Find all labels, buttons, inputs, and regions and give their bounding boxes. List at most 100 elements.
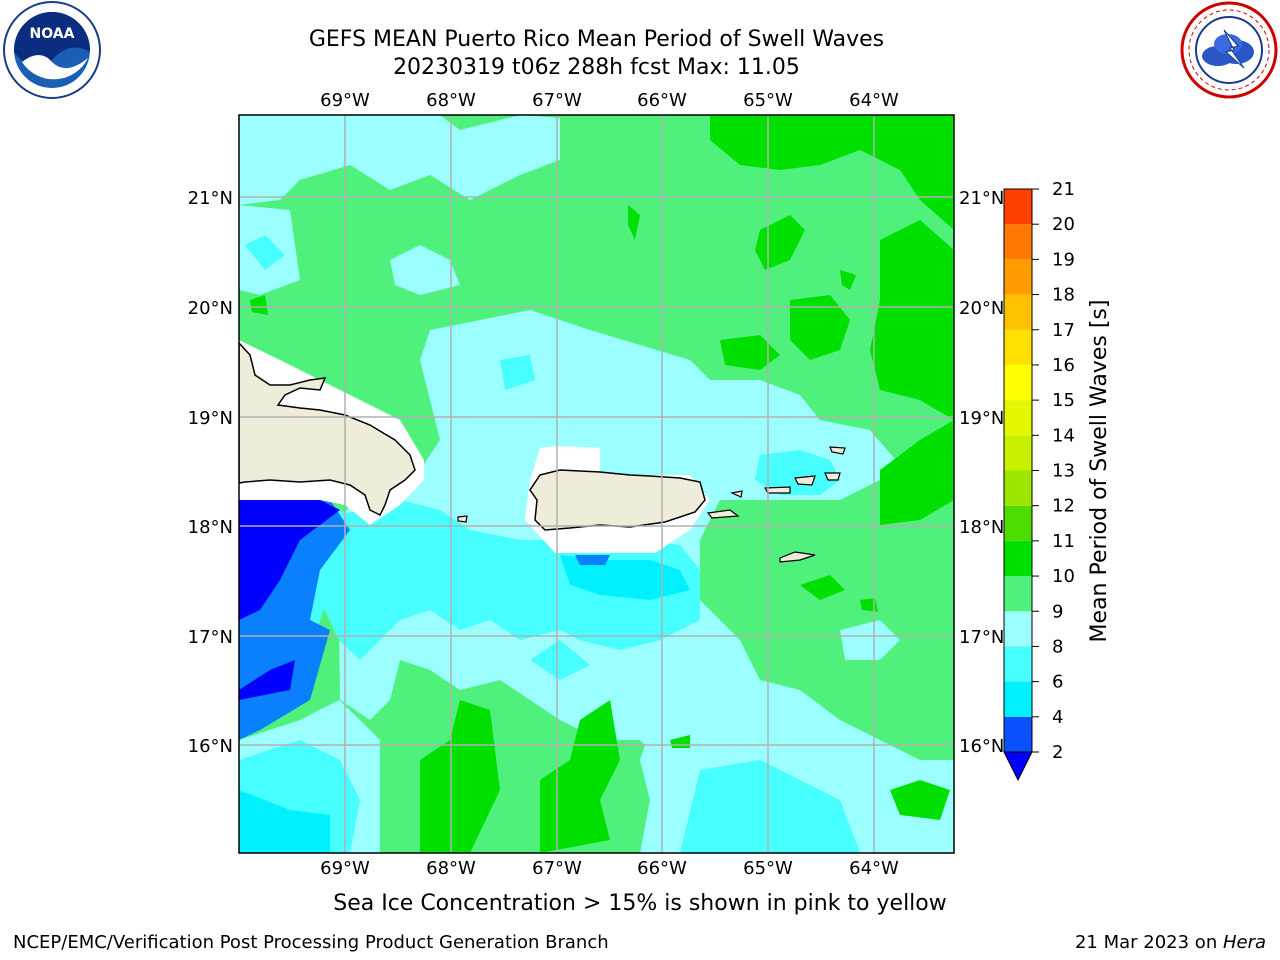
contour-8-9-east (840, 620, 900, 660)
chart-subtitle: 20230319 t06z 288h fcst Max: 11.05 (393, 55, 800, 80)
colorbar-under-extension (1003, 751, 1033, 782)
contour-6-8-w (245, 235, 285, 270)
lat-label-left: 21°N (188, 188, 233, 209)
colorbar-band (1004, 435, 1032, 471)
lat-labels-left: 21°N 20°N 19°N 18°N 17°N 16°N (188, 188, 233, 757)
colorbar-band (1004, 681, 1032, 717)
footer-host: Hera (1222, 932, 1266, 953)
colorbar-band (1004, 611, 1032, 647)
colorbar-band (1004, 540, 1032, 577)
contour-10-11-e2 (790, 295, 850, 360)
colorbar-tick-label: 14 (1052, 425, 1075, 446)
contour-10-11-spot4 (250, 295, 268, 315)
colorbar-band (1004, 224, 1032, 260)
contour-10-11-se (890, 780, 950, 820)
lon-label-bottom: 66°W (637, 858, 687, 879)
contour-2-4-spot (575, 555, 610, 565)
lat-labels-right: 21°N 20°N 19°N 18°N 17°N 16°N (959, 188, 1004, 757)
noaa-logo: NOAA (3, 1, 101, 99)
lon-label-top: 68°W (426, 90, 476, 111)
colorbar-tick-label: 13 (1052, 461, 1075, 482)
colorbar-tick-label: 4 (1052, 707, 1063, 728)
nws-logo (1180, 1, 1278, 99)
contour-10-11-spots (800, 575, 845, 600)
contour-10-11-s (420, 700, 500, 853)
chart-title: GEFS MEAN Puerto Rico Mean Period of Swe… (308, 27, 885, 52)
colorbar-tick-label: 18 (1052, 285, 1075, 306)
lon-label-bottom: 68°W (426, 858, 476, 879)
contour-under-2 (239, 500, 340, 620)
colorbar-tick-label: 10 (1052, 566, 1075, 587)
lat-label-right: 16°N (959, 736, 1004, 757)
lon-label-top: 64°W (849, 90, 899, 111)
lon-labels-top: 69°W 68°W 67°W 66°W 65°W 64°W (320, 90, 899, 111)
footer-credit: NCEP/EMC/Verification Post Processing Pr… (13, 932, 609, 953)
lat-label-left: 16°N (188, 736, 233, 757)
colorbar-tick-label: 21 (1052, 179, 1075, 200)
contour-fields (239, 115, 954, 853)
lon-label-bottom: 69°W (320, 858, 370, 879)
colorbar-tick-label: 8 (1052, 636, 1063, 657)
contour-10-11-ne (710, 115, 954, 230)
contour-6-8-south (320, 500, 700, 660)
contour-8-9-nw (239, 115, 560, 205)
colorbar-band (1004, 470, 1032, 506)
contour-6-8-n (500, 355, 535, 390)
colorbar-tick-label: 19 (1052, 249, 1075, 270)
contour-under-2-b (239, 660, 295, 700)
colorbar-tick-label: 20 (1052, 214, 1075, 235)
colorbar-band (1004, 364, 1032, 401)
colorbar-band (1004, 505, 1032, 541)
lat-label-right: 19°N (959, 408, 1004, 429)
colorbar-band (1004, 576, 1032, 612)
colorbar-band (1004, 189, 1032, 225)
lon-label-bottom: 67°W (532, 858, 582, 879)
colorbar-tick-label: 11 (1052, 531, 1075, 552)
colorbar-tick-label: 6 (1052, 672, 1063, 693)
lat-label-left: 18°N (188, 517, 233, 538)
footer-date-text: 21 Mar 2023 on (1074, 932, 1223, 953)
hispaniola-land (239, 341, 416, 517)
lat-label-right: 20°N (959, 298, 1004, 319)
contour-6-8-c (530, 640, 590, 680)
contour-6-8-se (680, 760, 860, 853)
contour-10-11-c (720, 335, 780, 370)
svg-text:NOAA: NOAA (30, 26, 75, 42)
lat-label-right: 18°N (959, 517, 1004, 538)
lon-label-top: 69°W (320, 90, 370, 111)
contour-4-6-s (560, 555, 690, 600)
lat-label-right: 17°N (959, 627, 1004, 648)
colorbar-label: Mean Period of Swell Waves [s] (1087, 300, 1112, 643)
contour-8-9-n (390, 245, 460, 295)
contour-4-6-ssw (239, 790, 330, 853)
contour-10-11-spot5 (860, 598, 878, 612)
lon-label-top: 66°W (637, 90, 687, 111)
footer-date: 21 Mar 2023 on Hera (1075, 932, 1266, 953)
sea-ice-caption: Sea Ice Concentration > 15% is shown in … (333, 891, 947, 916)
colorbar-tick-label: 17 (1052, 320, 1075, 341)
colorbar-tick-label: 12 (1052, 496, 1075, 517)
contour-10-11-e (870, 220, 954, 420)
contour-10-11-s2 (540, 700, 620, 853)
colorbar-tick-label: 9 (1052, 601, 1063, 622)
contour-10-11-ee (880, 420, 954, 525)
colorbar-band (1004, 329, 1032, 365)
graticule (239, 115, 954, 853)
colorbar-band (1004, 646, 1032, 682)
map-frame (238, 114, 955, 854)
colorbar-band (1004, 259, 1032, 295)
lon-label-bottom: 65°W (743, 858, 793, 879)
contour-10-11-spot3 (628, 205, 640, 240)
contour-10-11-spot2 (840, 270, 856, 290)
colorbar-band (1004, 294, 1032, 330)
colorbar-tick-label: 2 (1052, 742, 1063, 763)
lat-label-left: 20°N (188, 298, 233, 319)
lon-label-bottom: 64°W (849, 858, 899, 879)
colorbar-band (1004, 716, 1032, 752)
lat-label-left: 17°N (188, 627, 233, 648)
lon-labels-bottom: 69°W 68°W 67°W 66°W 65°W 64°W (320, 858, 899, 879)
colorbar-tick-label: 16 (1052, 355, 1075, 376)
contour-6-8-vi (755, 450, 840, 495)
lat-label-left: 19°N (188, 408, 233, 429)
